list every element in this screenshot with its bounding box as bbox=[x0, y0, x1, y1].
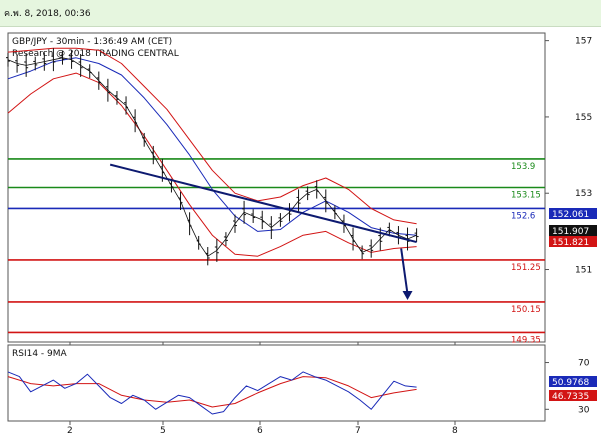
x-tick-label: 2 bbox=[67, 426, 73, 436]
level-label: 150.15 bbox=[511, 305, 541, 315]
price-badge bbox=[549, 236, 597, 247]
forecast-arrowhead bbox=[402, 291, 413, 301]
level-label: 152.6 bbox=[511, 211, 535, 221]
rsi-line bbox=[7, 371, 417, 415]
y-tick-label: 151 bbox=[575, 266, 592, 276]
price-badge bbox=[549, 225, 597, 236]
x-tick-label: 5 bbox=[160, 426, 166, 436]
rsi-tick-label: 30 bbox=[578, 405, 590, 415]
rsi-badge bbox=[549, 390, 597, 401]
bollinger-upper-line bbox=[7, 47, 417, 225]
rsi-title: RSI14 - 9MA bbox=[12, 349, 68, 359]
y-tick-label: 155 bbox=[575, 113, 592, 123]
level-label: 153.15 bbox=[511, 191, 541, 201]
price-line bbox=[7, 57, 417, 257]
rsi-badge-label: 46.7335 bbox=[552, 392, 589, 402]
date-header: ค.พ. 8, 2018, 00:36 bbox=[0, 0, 601, 27]
downtrend-line bbox=[109, 163, 417, 244]
rsi-panel: RSI14 - 9MA 70 30 2 5 6 7 8 50.9768 46.7335 bbox=[7, 344, 597, 436]
date-label: ค.พ. 8, 2018, 00:36 bbox=[4, 9, 91, 19]
price-badge bbox=[549, 208, 597, 219]
price-chart-panel: GBP/JPY - 30min - 1:36:49 AM (CET) Resear… bbox=[6, 32, 597, 346]
rsi-badge-label: 50.9768 bbox=[552, 378, 589, 388]
y-tick-label: 157 bbox=[575, 37, 592, 47]
level-label: 151.25 bbox=[511, 263, 541, 273]
rsi-plot-frame bbox=[7, 344, 546, 422]
rsi-badge bbox=[549, 376, 597, 387]
forecast-arrow bbox=[400, 248, 409, 295]
x-tick-label: 8 bbox=[452, 426, 458, 436]
y-tick-label: 153 bbox=[575, 189, 592, 199]
rsi-tick-label: 70 bbox=[578, 359, 590, 369]
x-tick-label: 6 bbox=[257, 426, 263, 436]
level-label: 153.9 bbox=[511, 162, 535, 172]
bollinger-lower-line bbox=[7, 72, 417, 257]
x-tick-label: 7 bbox=[355, 426, 361, 436]
price-badge-label: 151.907 bbox=[552, 227, 589, 237]
level-label: 149.35 bbox=[511, 335, 541, 345]
chart-title: GBP/JPY - 30min - 1:36:49 AM (CET) bbox=[12, 37, 172, 47]
price-badge-label: 152.061 bbox=[552, 210, 589, 220]
chart-subtitle: Research @ 2018 TRADING CENTRAL bbox=[12, 49, 179, 59]
price-badge-label: 151.821 bbox=[552, 238, 589, 248]
